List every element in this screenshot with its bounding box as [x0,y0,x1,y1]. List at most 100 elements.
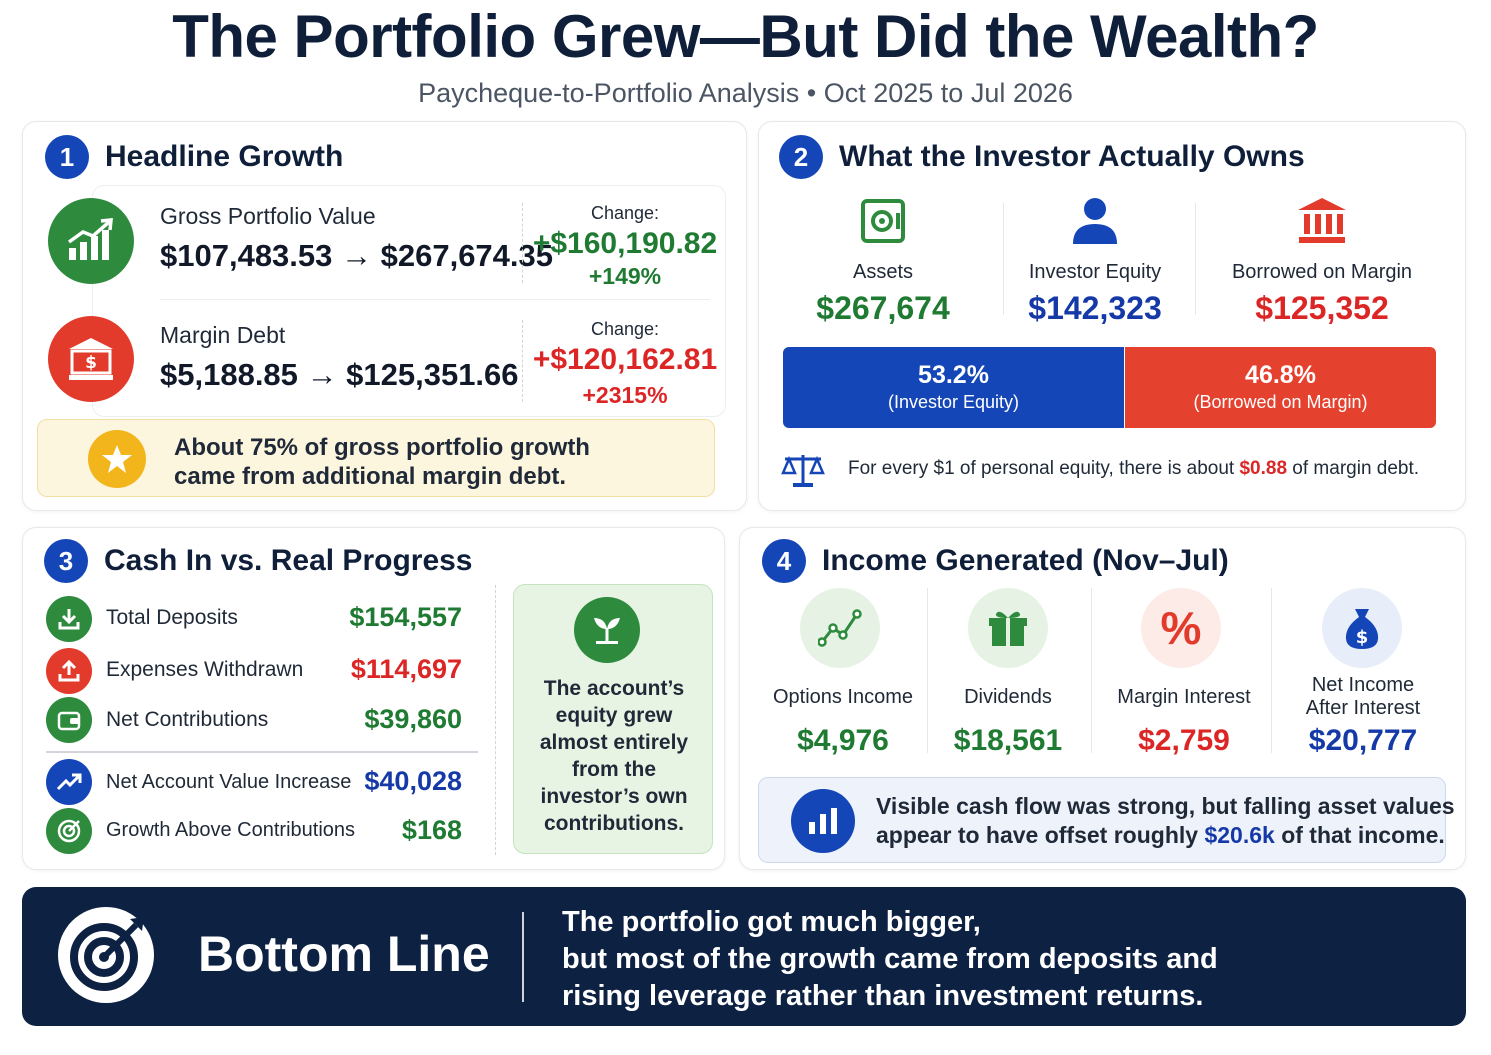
section-title: Income Generated (Nov–Jul) [822,544,1229,577]
balance-scale-icon [781,455,825,487]
divider [1271,588,1272,753]
equity-label: Investor Equity [1028,261,1162,283]
equity-debt-ratio: For every $1 of personal equity, there i… [848,458,1419,480]
growth-chart-icon [48,198,134,284]
divider [522,320,523,402]
equity-share-label: (Investor Equity) [887,392,1020,412]
margin-change-value: +$120,162.81 [532,343,718,376]
callout-value: $20.6k [1204,822,1275,848]
equity-value: $142,323 [1028,290,1162,326]
page-subtitle: Paycheque-to-Portfolio Analysis • Oct 20… [418,78,1073,108]
bottom-line-title: Bottom Line [198,926,490,982]
panel-line: almost entirely [539,731,689,754]
callout-text-part: appear to have offset roughly [876,822,1205,848]
person-icon [1073,198,1117,244]
margin-share-bar: 46.8% (Borrowed on Margin) [1125,347,1436,428]
gross-change-label: Change: [590,203,660,223]
ownership-header: 2 What the Investor Actually Owns [779,135,1305,179]
income-value: $2,759 [1138,724,1230,757]
bar-chart-icon [791,789,855,853]
ratio-text: of margin debt. [1287,458,1420,479]
cash-row-value: $154,557 [349,602,462,632]
cash-row-label: Net Account Value Increase [106,771,352,793]
sprout-icon [574,597,640,663]
borrowed-label: Borrowed on Margin [1231,261,1413,283]
divider [522,912,524,1002]
equity-column: Investor Equity $142,323 [995,196,1195,327]
bottom-line-sentence: The portfolio got much bigger, [562,906,981,938]
income-value: $4,976 [797,724,889,757]
borrowed-column: Borrowed on Margin $125,352 [1207,196,1437,327]
divider [522,203,523,283]
page-title: The Portfolio Grew—But Did the Wealth? [172,3,1319,70]
line-chart-icon [800,588,880,668]
income-label: Margin Interest [1117,686,1251,708]
options-income-column: Options Income $4,976 [768,686,918,758]
gross-portfolio-value: $107,483.53 → $267,674.35 [160,238,554,273]
cash-row-label: Net Contributions [106,708,269,731]
ratio-text: For every $1 of personal equity, there i… [848,458,1240,479]
panel-line: from the [572,758,656,781]
callout-text: Visible cash flow was strong, but fallin… [876,792,1455,850]
upload-icon [46,648,92,694]
margin-debt-value: $5,188.85 → $125,351.66 [160,357,519,392]
income-value: $20,777 [1308,724,1418,757]
svg-text:$: $ [85,353,97,373]
divider [1195,203,1196,315]
ratio-value: $0.88 [1239,458,1288,479]
cash-row-value: $39,860 [364,704,462,734]
wallet-icon [46,697,92,743]
callout-line: About 75% of gross portfolio growth [174,434,590,461]
cash-row-value: $40,028 [364,766,462,796]
bottom-line-banner: Bottom Line The portfolio got much bigge… [22,887,1466,1026]
cash-flow-callout: Visible cash flow was strong, but fallin… [758,777,1455,863]
ownership-card [758,121,1466,511]
callout-line: Visible cash flow was strong, but fallin… [876,793,1455,819]
gross-portfolio-label: Gross Portfolio Value [160,203,376,229]
trend-up-icon [46,759,92,805]
margin-share-percent: 46.8% [1245,361,1316,389]
dividends-column: Dividends $18,561 [933,686,1083,758]
section-number: 3 [44,539,88,583]
panel-line: contributions. [544,812,684,835]
assets-label: Assets [852,261,914,283]
income-label: Options Income [772,686,914,708]
income-header: 4 Income Generated (Nov–Jul) [762,539,1229,583]
bottom-line-text: The portfolio got much bigger, but most … [562,904,1218,1015]
cash-in-header: 3 Cash In vs. Real Progress [44,539,473,583]
callout-text-part: of that income. [1274,822,1445,848]
headline-growth-header: 1 Headline Growth [45,135,343,179]
divider [46,751,478,753]
target-arrow-icon [58,907,154,1003]
income-value: $18,561 [953,724,1063,757]
star-icon [88,430,146,488]
divider [1091,588,1092,753]
borrowed-value: $125,352 [1255,290,1389,326]
margin-interest-column: Margin Interest $2,759 [1101,686,1267,758]
income-label: Net Income [1311,674,1415,696]
cash-row-label: Expenses Withdrawn [106,658,304,681]
equity-share-percent: 53.2% [918,361,989,389]
money-bag-icon: $ [1322,588,1402,668]
margin-growth-callout: About 75% of gross portfolio growth came… [37,419,715,497]
divider [927,588,928,753]
target-check-icon [46,808,92,854]
income-label: After Interest [1305,697,1421,719]
callout-text: About 75% of gross portfolio growth came… [174,433,590,491]
section-number: 1 [45,135,89,179]
section-number: 2 [779,135,823,179]
safe-icon [861,199,905,243]
bank-dollar-icon: $ [48,316,134,402]
section-title: Headline Growth [105,140,344,173]
equity-share-bar: 53.2% (Investor Equity) [783,347,1124,428]
margin-share-label: (Borrowed on Margin) [1193,392,1368,412]
gift-icon [968,588,1048,668]
margin-change-label: Change: [590,319,660,339]
gross-change-percent: +149% [588,263,662,289]
assets-column: Assets $267,674 [783,198,983,327]
section-title: Cash In vs. Real Progress [104,544,473,577]
panel-line: equity grew [555,704,673,727]
divider [495,585,496,855]
margin-debt-label: Margin Debt [160,322,286,348]
cash-row-value: $114,697 [350,654,462,684]
